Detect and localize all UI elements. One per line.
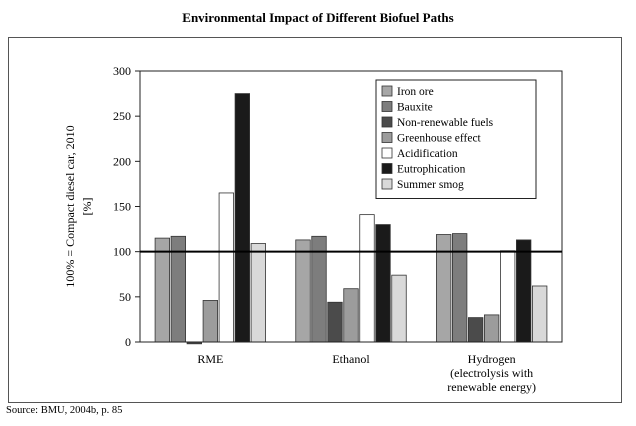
bar-greenhouse-effect <box>202 300 218 343</box>
chart-frame <box>8 37 622 403</box>
bar-acidification <box>218 192 234 343</box>
category-labels: RME Ethanol Hydrogen(electrolysis withrene… <box>197 352 536 394</box>
y-tick-label: 50 <box>119 290 131 304</box>
legend-label: Acidification <box>397 148 458 160</box>
bar-non-renewable-fuels <box>468 317 484 343</box>
bar-iron-ore <box>295 239 311 343</box>
axes <box>135 70 563 343</box>
y-tick-label: 0 <box>125 335 131 349</box>
bar-eutrophication <box>375 224 391 343</box>
legend-swatch <box>381 85 393 97</box>
y-tick-labels: 0 50 100 150 200 250 300 <box>113 64 131 349</box>
bar-eutrophication <box>234 93 250 343</box>
legend-label: Iron ore <box>397 86 434 98</box>
legend-box <box>375 79 537 199</box>
bar-eutrophication <box>516 239 532 343</box>
source-note: Source: BMU, 2004b, p. 85 <box>6 405 123 416</box>
bar-greenhouse-effect <box>484 314 500 343</box>
legend-label: Summer smog <box>397 179 464 191</box>
legend-label: Bauxite <box>397 102 433 114</box>
bar-non-renewable-fuels <box>327 301 343 343</box>
bar-summer-smog <box>250 243 266 343</box>
bar-greenhouse-effect <box>343 288 359 343</box>
category-label: Hydrogen <box>468 352 516 366</box>
legend-swatch <box>381 116 393 128</box>
category-label: Ethanol <box>332 352 370 366</box>
category-label: renewable energy) <box>447 380 536 394</box>
legend-swatch <box>381 101 393 112</box>
legend-swatch <box>381 132 393 143</box>
bar-summer-smog <box>391 274 407 343</box>
y-tick-label: 250 <box>113 109 131 123</box>
y-axis-label-line: 100% = Compact diesel car, 2010 <box>63 125 77 287</box>
bars <box>154 93 548 345</box>
legend: Iron ore Bauxite Non-renewable fuels Greenh… <box>375 79 537 199</box>
bar-iron-ore <box>436 234 452 343</box>
y-tick-label: 150 <box>113 200 131 214</box>
legend-label: Eutrophication <box>397 164 466 176</box>
y-axis-label: 100% = Compact diesel car, 2010 [%] <box>63 125 94 287</box>
legend-swatch <box>381 163 393 174</box>
bar-acidification <box>359 214 375 343</box>
category-label: RME <box>197 352 223 366</box>
legend-label: Non-renewable fuels <box>397 117 494 129</box>
legend-swatch <box>381 147 393 159</box>
y-tick-label: 200 <box>113 154 131 168</box>
legend-swatch <box>381 178 393 190</box>
y-tick-label: 100 <box>113 245 131 259</box>
bar-acidification <box>500 250 516 343</box>
bar-iron-ore <box>154 237 170 343</box>
bar-bauxite <box>452 233 468 343</box>
y-axis-label-line: [%] <box>80 198 94 216</box>
chart-title: Environmental Impact of Different Biofue… <box>182 10 454 25</box>
category-label: (electrolysis with <box>450 366 533 380</box>
legend-label: Greenhouse effect <box>397 133 482 145</box>
y-tick-label: 300 <box>113 64 131 78</box>
bar-summer-smog <box>532 285 548 343</box>
